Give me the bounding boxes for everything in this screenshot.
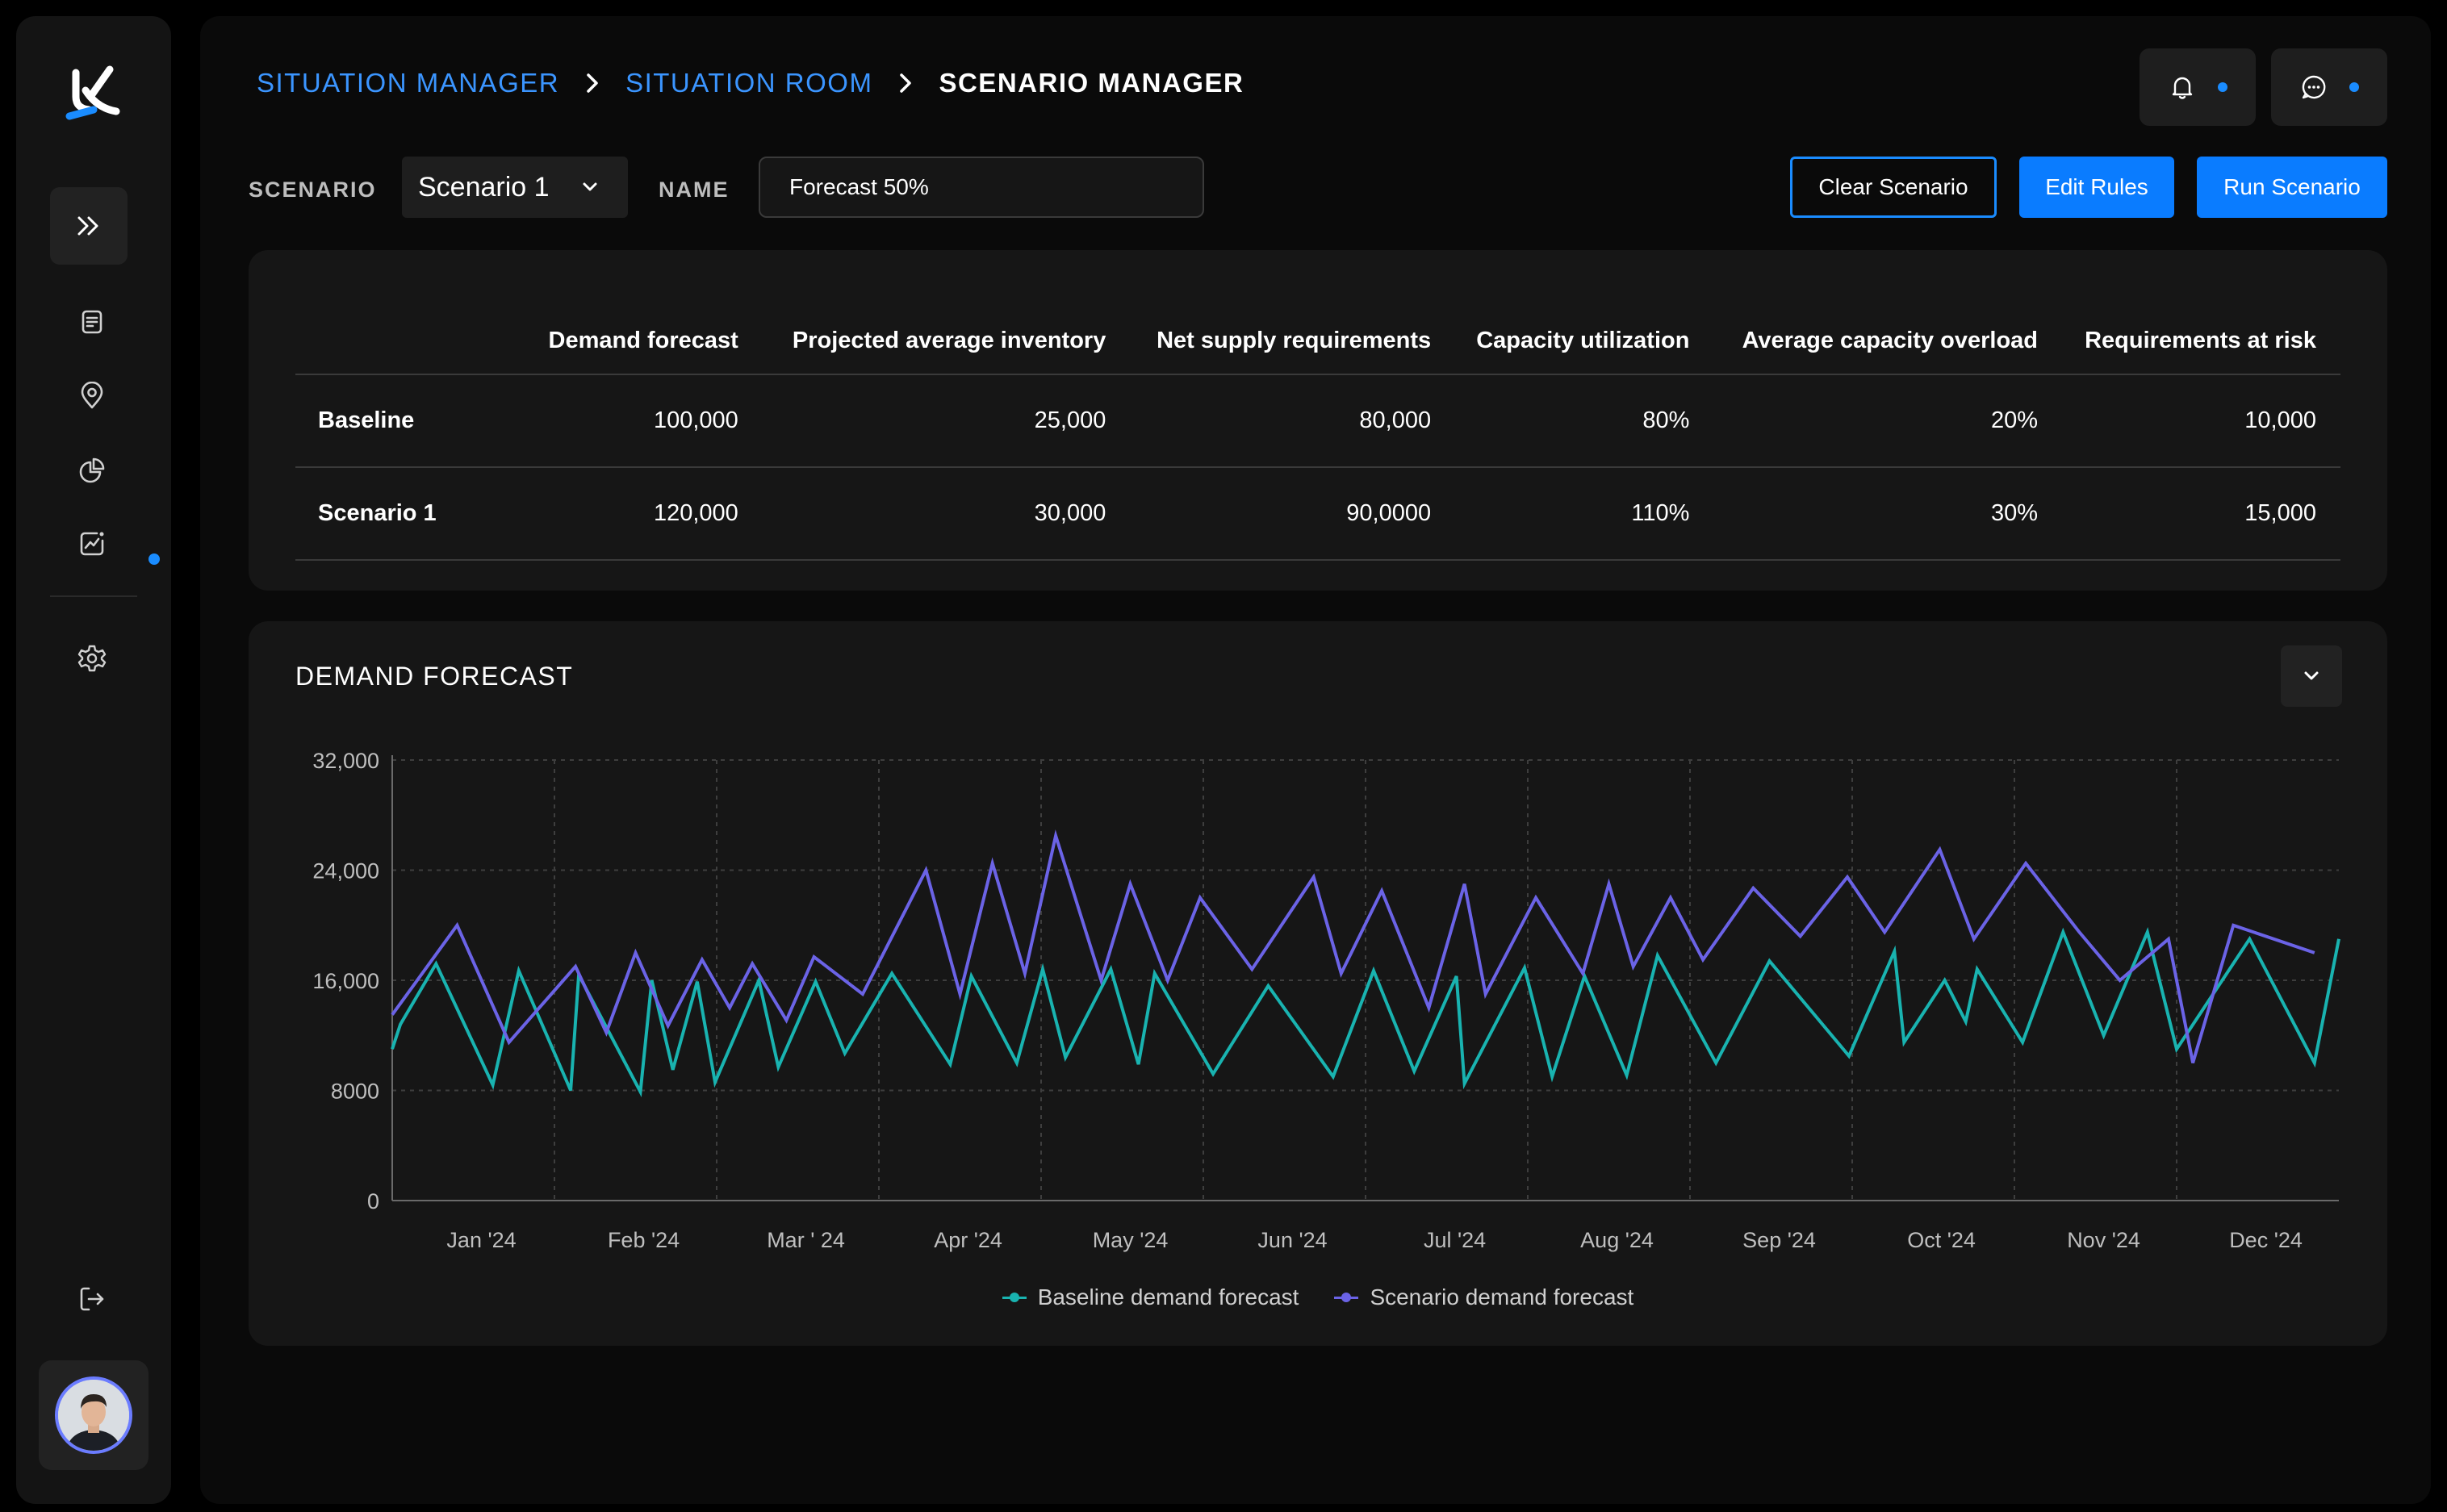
notifications-button[interactable] (2140, 48, 2256, 126)
table-cell: 30% (1713, 467, 2062, 561)
y-tick-label: 24,000 (312, 859, 379, 883)
x-tick-label: May '24 (1093, 1228, 1169, 1252)
y-tick-label: 0 (367, 1189, 379, 1213)
edit-rules-button[interactable]: Edit Rules (2019, 157, 2174, 218)
table-header: Net supply requirements (1130, 299, 1456, 375)
table-header: Capacity utilization (1455, 299, 1714, 375)
table-cell: 110% (1455, 467, 1714, 561)
x-tick-label: Oct '24 (1907, 1228, 1976, 1252)
x-tick-label: Jun '24 (1257, 1228, 1327, 1252)
baseline-series-line (391, 927, 2340, 1097)
demand-forecast-chart: 0 8000 16,000 24,000 32,000 Jan '24 Feb '24 Mar… (312, 749, 2340, 1252)
x-tick-label: Aug '24 (1580, 1228, 1654, 1252)
trend-icon (80, 532, 104, 556)
table-cell: 90,0000 (1130, 467, 1456, 561)
sidebar-item-analytics[interactable] (76, 454, 108, 487)
row-label: Baseline (295, 374, 529, 468)
breadcrumb-situation-room[interactable]: SITUATION ROOM (625, 68, 873, 98)
table-cell: 100,000 (529, 374, 763, 468)
table-header: Projected average inventory (762, 299, 1131, 375)
logo-icon[interactable] (61, 61, 126, 126)
name-label: NAME (659, 178, 730, 202)
table-header-empty (295, 299, 529, 375)
expand-icon (77, 216, 98, 236)
chevron-right-icon (897, 70, 914, 96)
table-cell: 80,000 (1130, 374, 1456, 468)
summary-table: Demand forecast Projected average invent… (295, 299, 2340, 561)
user-menu[interactable] (39, 1360, 148, 1470)
x-tick-label: Apr '24 (934, 1228, 1002, 1252)
x-tick-label: Nov '24 (2067, 1228, 2140, 1252)
chevron-right-icon (584, 70, 601, 96)
clear-scenario-button[interactable]: Clear Scenario (1790, 157, 1997, 218)
sidebar-item-documents[interactable] (76, 306, 108, 338)
table-cell: 15,000 (2062, 467, 2340, 561)
table-cell: 25,000 (762, 374, 1131, 468)
logout-icon (80, 1287, 104, 1311)
expand-sidebar-button[interactable] (50, 187, 128, 265)
chevron-down-icon (2304, 671, 2319, 680)
x-tick-label: Mar ' 24 (767, 1228, 845, 1252)
x-tick-label: Sep '24 (1742, 1228, 1816, 1252)
legend-swatch-scenario (1334, 1292, 1359, 1303)
y-tick-label: 16,000 (312, 969, 379, 993)
table-cell: 120,000 (529, 467, 763, 561)
y-tick-label: 8000 (331, 1080, 379, 1104)
x-tick-label: Jul '24 (1424, 1228, 1486, 1252)
settings-icon (77, 645, 107, 672)
breadcrumb: SITUATION MANAGER SITUATION ROOM SCENARI… (257, 68, 1244, 98)
chart-title: DEMAND FORECAST (295, 662, 574, 691)
location-icon (81, 382, 103, 409)
sidebar-item-locations[interactable] (76, 380, 108, 412)
active-indicator (148, 553, 160, 565)
run-scenario-button[interactable]: Run Scenario (2197, 157, 2387, 218)
legend-label: Scenario demand forecast (1370, 1284, 1634, 1309)
scenario-select-value: Scenario 1 (418, 171, 550, 203)
table-header: Average capacity overload (1713, 299, 2062, 375)
sidebar-item-settings[interactable] (76, 642, 108, 675)
message-dot (2349, 82, 2359, 92)
collapse-chart-button[interactable] (2281, 645, 2342, 707)
scenario-select[interactable]: Scenario 1 (402, 157, 628, 218)
table-cell: 80% (1455, 374, 1714, 468)
legend-item-baseline[interactable]: Baseline demand forecast (1002, 1284, 1299, 1310)
messages-button[interactable] (2271, 48, 2387, 126)
page-title: SCENARIO MANAGER (939, 68, 1244, 98)
breadcrumb-situation-manager[interactable]: SITUATION MANAGER (257, 68, 560, 98)
sidebar-divider (50, 595, 137, 597)
legend-label: Baseline demand forecast (1037, 1284, 1299, 1309)
scenario-series-line (391, 829, 2315, 1063)
y-tick-label: 32,000 (312, 749, 379, 773)
table-header: Demand forecast (529, 299, 763, 375)
table-row: Baseline 100,000 25,000 80,000 80% 20% 1… (295, 374, 2340, 468)
chevron-down-icon (583, 182, 597, 191)
document-icon (82, 310, 102, 334)
legend-swatch-baseline (1002, 1292, 1027, 1303)
chart-legend: Baseline demand forecast Scenario demand… (249, 1284, 2387, 1310)
table-cell: 10,000 (2062, 374, 2340, 468)
row-label: Scenario 1 (295, 467, 529, 561)
main-panel: SITUATION MANAGER SITUATION ROOM SCENARI… (200, 16, 2431, 1504)
table-header-row: Demand forecast Projected average invent… (295, 299, 2340, 375)
demand-forecast-card: DEMAND FORECAST 0 8000 16,000 24,000 32,000 J… (249, 621, 2387, 1346)
x-tick-label: Dec '24 (2229, 1228, 2303, 1252)
pie-chart-icon (79, 457, 105, 483)
table-row: Scenario 1 120,000 30,000 90,0000 110% 3… (295, 467, 2340, 561)
avatar (55, 1376, 132, 1454)
x-tick-label: Feb '24 (608, 1228, 680, 1252)
bell-icon (2172, 77, 2193, 99)
summary-card: Demand forecast Projected average invent… (249, 250, 2387, 591)
logout-button[interactable] (76, 1283, 108, 1315)
sidebar-item-trends[interactable] (76, 528, 108, 560)
sidebar (16, 16, 171, 1504)
chat-icon (2302, 75, 2326, 99)
table-cell: 20% (1713, 374, 2062, 468)
table-header: Requirements at risk (2062, 299, 2340, 375)
notification-dot (2218, 82, 2227, 92)
table-cell: 30,000 (762, 467, 1131, 561)
scenario-label: SCENARIO (249, 178, 377, 202)
name-input[interactable] (759, 157, 1204, 218)
legend-item-scenario[interactable]: Scenario demand forecast (1334, 1284, 1633, 1310)
x-tick-label: Jan '24 (446, 1228, 516, 1252)
